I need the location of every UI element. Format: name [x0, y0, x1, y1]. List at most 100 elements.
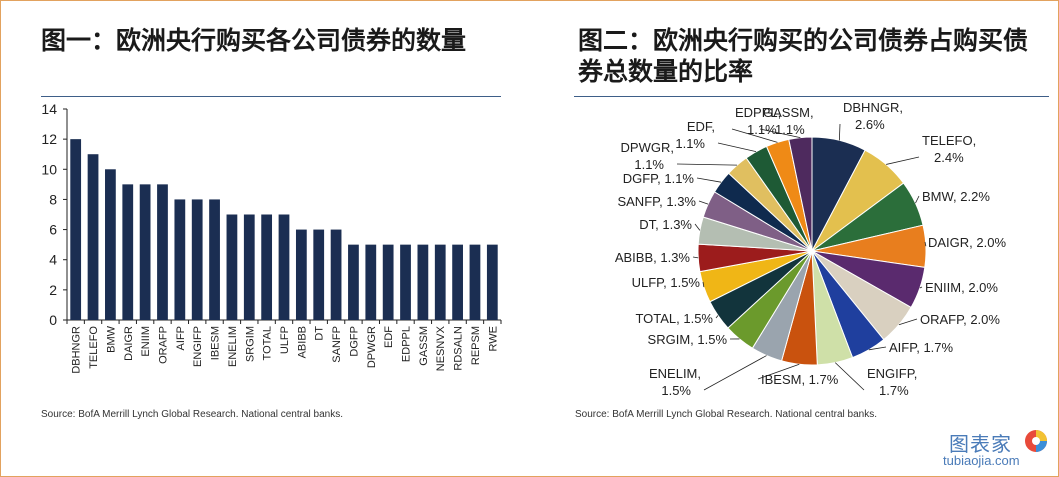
- y-tick-label: 2: [49, 282, 57, 298]
- pie-leader-line: [731, 128, 778, 143]
- x-tick-label: TELEFO: [88, 326, 100, 369]
- pie-leader-line: [919, 286, 923, 289]
- pie-leader-line: [715, 315, 719, 319]
- y-tick-label: 6: [49, 222, 57, 238]
- pie-chart-title: 图二：欧洲央行购买的公司债券占购买债券总数量的比率: [578, 26, 1029, 86]
- bar: [278, 214, 290, 320]
- y-tick-label: 14: [41, 101, 57, 117]
- x-tick-label: RDSALN: [453, 326, 465, 371]
- x-tick-label: NESNVX: [435, 325, 447, 371]
- y-tick-label: 10: [41, 161, 57, 177]
- pie-slice-label: ORAFP, 2.0%: [920, 312, 1000, 327]
- pie-leader-line: [703, 355, 767, 391]
- bar: [157, 184, 168, 320]
- bar: [105, 169, 116, 320]
- x-tick-label: DPWGR: [366, 326, 378, 368]
- pie-leader-line: [868, 346, 887, 351]
- bar-chart: 0 2 4 6 8 10 12 14 DBHNGR TELEFO BMW DAIGR ENIIM ORAF…: [41, 101, 502, 374]
- x-tick-label: AIFP: [175, 326, 187, 350]
- bar: [295, 229, 307, 320]
- pie-slice-value: 1.1%: [775, 122, 805, 137]
- pie-slice-label: TOTAL, 1.5%: [635, 311, 713, 326]
- x-tick-label: DAIGR: [123, 326, 135, 361]
- bar: [313, 229, 325, 320]
- x-tick-label: ENELIM: [227, 326, 239, 367]
- pie-slice-label: DBHNGR,: [843, 100, 903, 115]
- bar: [382, 244, 394, 320]
- bar: [400, 244, 411, 320]
- pie-slice-label: DT, 1.3%: [639, 217, 692, 232]
- pie-leader-line: [717, 142, 757, 153]
- pie-chart: DBHNGR, 2.6% TELEFO, 2.4% BMW, 2.2% DAIGR, 2.…: [615, 100, 1007, 398]
- pie-leader-line: [694, 223, 701, 231]
- bar: [417, 244, 429, 320]
- pie-slice-label: ENELIM,: [649, 366, 701, 381]
- x-tick-label: SANFP: [331, 326, 343, 363]
- pie-slice-label: ABIBB, 1.3%: [615, 250, 691, 265]
- bar: [261, 214, 273, 320]
- pie-slice-value: 1.1%: [634, 157, 664, 172]
- pie-leader-line: [757, 363, 800, 380]
- watermark-name: 图表家: [949, 432, 1012, 456]
- x-tick-label: ORAFP: [157, 326, 169, 364]
- bar: [209, 199, 220, 320]
- pie-leader-line: [696, 177, 722, 183]
- bar: [87, 154, 99, 320]
- pie-slice-value: 2.4%: [934, 150, 964, 165]
- bar: [191, 199, 203, 320]
- x-tick-label: DT: [314, 326, 326, 341]
- bar-chart-source: Source: BofA Merrill Lynch Global Resear…: [41, 409, 343, 420]
- pie-slice-value: 1.7%: [879, 383, 909, 398]
- x-tick-label: RWE: [487, 326, 499, 351]
- pie-slice-label: EDF,: [687, 119, 715, 134]
- pie-slice-label: ENIIM, 2.0%: [925, 280, 998, 295]
- pie-slice-label: DGFP, 1.1%: [623, 171, 695, 186]
- x-tick-label: GASSM: [418, 326, 430, 366]
- pie-leader-line: [924, 241, 927, 247]
- pie-slice-label: DAIGR, 2.0%: [928, 235, 1006, 250]
- pie-slice-label: SANFP, 1.3%: [617, 194, 696, 209]
- bar: [330, 229, 342, 320]
- x-tick-label: REPSM: [470, 326, 482, 365]
- x-tick-label: IBESM: [210, 326, 222, 360]
- pie-leader-line: [676, 163, 738, 166]
- pie-slice-label: ENGIFP,: [867, 366, 917, 381]
- pie-leader-line: [702, 281, 705, 288]
- pie-leader-line: [759, 128, 801, 138]
- pie-slice-label: DPWGR,: [621, 140, 674, 155]
- x-tick-label: ENGIFP: [192, 326, 204, 367]
- bar: [486, 244, 498, 320]
- x-tick-label: ULFP: [279, 326, 291, 354]
- bar: [70, 139, 82, 320]
- bar: [226, 214, 238, 320]
- pie-leader-line: [692, 256, 699, 259]
- pie-slice-label: TELEFO,: [922, 133, 976, 148]
- pie-leader-line: [698, 200, 709, 205]
- bar: [365, 244, 377, 320]
- bar-chart-title: 图一：欧洲央行购买各公司债券的数量: [41, 26, 467, 55]
- pie-slice-value: 1.1%: [675, 136, 705, 151]
- pie-slice-label: EDPPL,: [735, 105, 781, 120]
- x-tick-label: BMW: [105, 325, 117, 353]
- pie-chart-source: Source: BofA Merrill Lynch Global Resear…: [575, 409, 877, 420]
- bar: [243, 214, 255, 320]
- pie-leader-line: [834, 362, 865, 391]
- y-tick-label: 0: [49, 312, 57, 328]
- y-tick-label: 12: [41, 131, 57, 147]
- pie-slice-label: SRGIM, 1.5%: [648, 332, 728, 347]
- bar: [122, 184, 134, 320]
- x-tick-label: ABIBB: [296, 326, 308, 358]
- bar: [434, 244, 446, 320]
- pie-chart-title-rule: [574, 96, 1049, 97]
- pie-slice-label: BMW, 2.2%: [922, 189, 990, 204]
- pie-leader-line: [915, 195, 920, 204]
- x-tick-label: DGFP: [348, 326, 360, 357]
- bar-chart-title-rule: [41, 96, 501, 97]
- pie-slice-label: AIFP, 1.7%: [889, 340, 954, 355]
- pie-leader-line: [838, 123, 841, 141]
- pie-leader-line: [898, 318, 918, 326]
- bar: [452, 244, 463, 320]
- bar: [469, 244, 481, 320]
- watermark-url: tubiaojia.com: [943, 453, 1020, 468]
- x-tick-label: TOTAL: [262, 326, 274, 360]
